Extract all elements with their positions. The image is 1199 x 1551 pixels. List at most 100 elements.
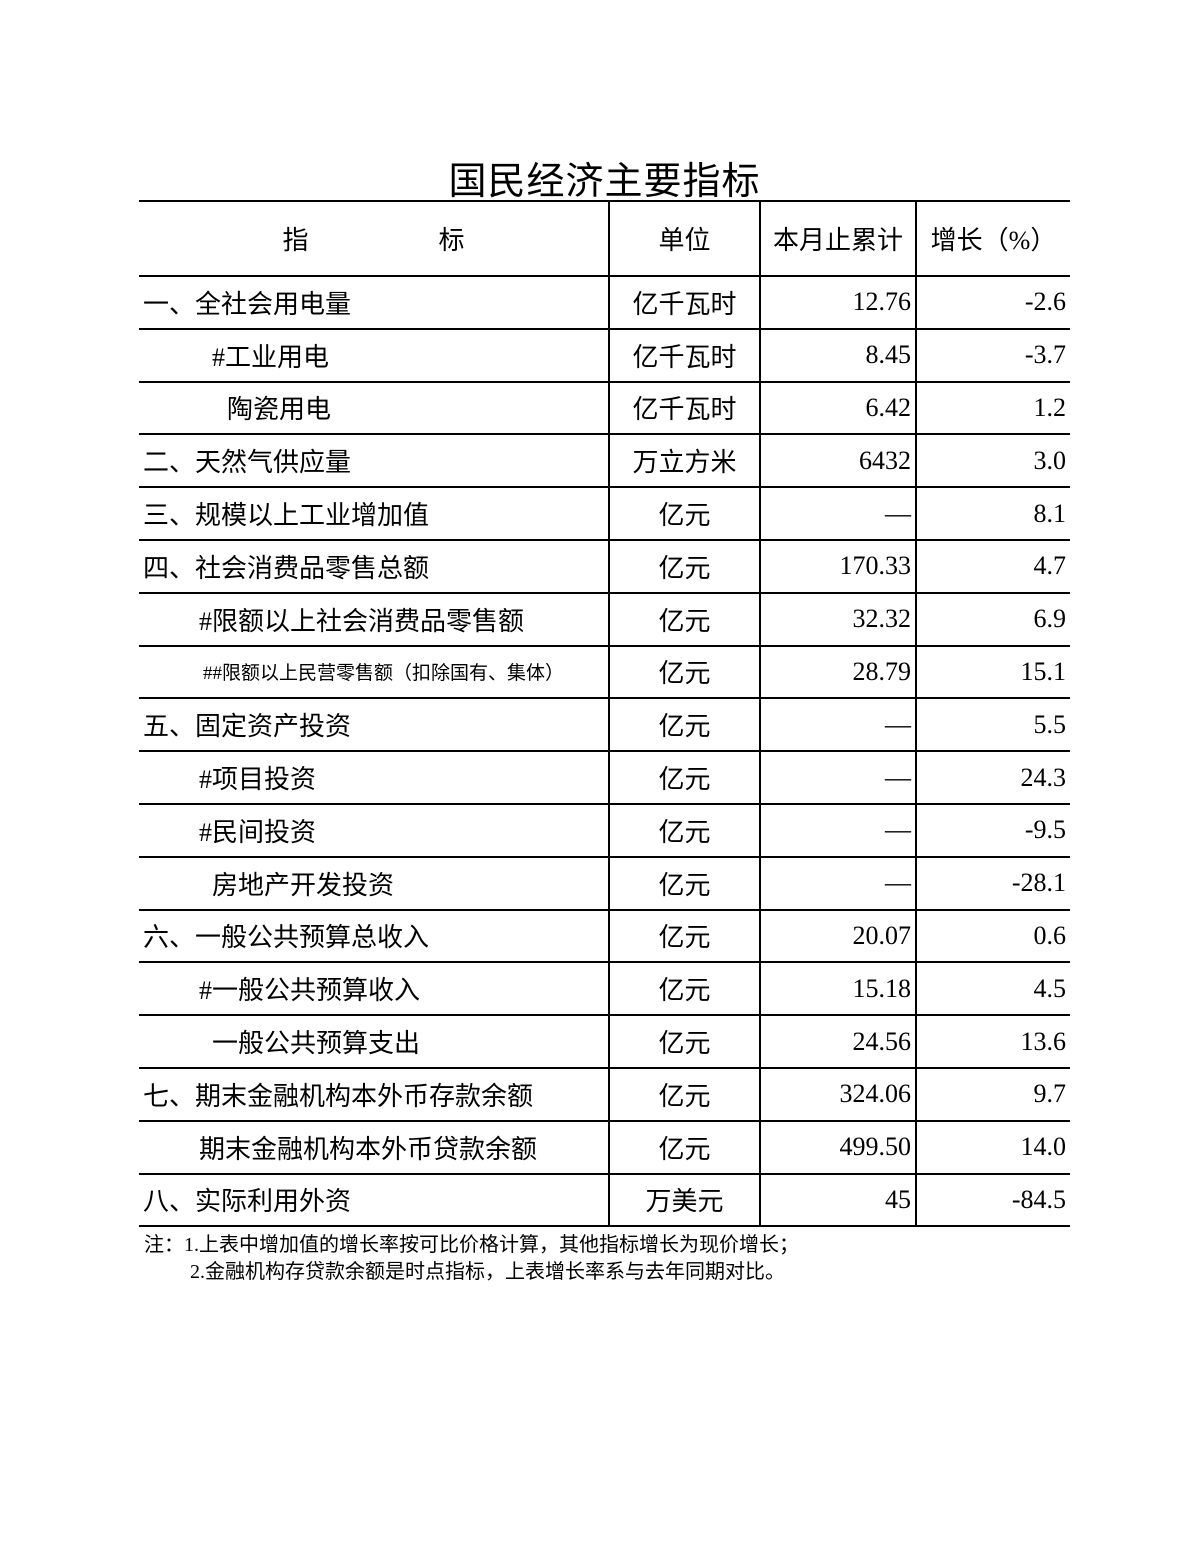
- growth-cell: 13.6: [915, 1014, 1070, 1069]
- value-cell: —: [759, 802, 916, 858]
- growth-cell: 5.5: [915, 697, 1070, 753]
- indicator-cell: 三、规模以上工业增加值: [139, 486, 609, 541]
- table-row: 房地产开发投资 亿元 — -28.1: [139, 855, 1070, 911]
- indicator-cell: #一般公共预算收入: [139, 961, 609, 1017]
- value-cell: 170.33: [759, 538, 916, 594]
- unit-cell: 亿元: [608, 1119, 760, 1175]
- growth-cell: -9.5: [915, 802, 1070, 858]
- value-cell: 28.79: [759, 644, 916, 700]
- indicator-cell: 六、一般公共预算总收入: [139, 908, 609, 964]
- header-indicator: 指 标: [139, 200, 609, 277]
- indicator-cell: 二、天然气供应量: [139, 433, 609, 489]
- value-cell: 15.18: [759, 961, 916, 1017]
- growth-cell: 15.1: [915, 644, 1070, 700]
- table-row: #项目投资 亿元 —24.3: [139, 750, 1070, 805]
- header-growth: 增长（%）: [915, 200, 1070, 277]
- value-cell: 12.76: [759, 275, 916, 330]
- table-row: ##限额以上民营零售额（扣除国有、集体） 亿元 28.79 15.1: [139, 644, 1070, 700]
- value-cell: —: [759, 697, 916, 753]
- unit-cell: 亿元: [608, 855, 760, 911]
- indicator-cell: 八、实际利用外资: [139, 1172, 609, 1228]
- value-cell: —: [759, 855, 916, 911]
- indicator-cell: 五、固定资产投资: [139, 697, 609, 753]
- growth-cell: -28.1: [915, 855, 1070, 911]
- table-row: 二、天然气供应量 万立方米 6432 3.0: [139, 433, 1070, 489]
- growth-cell: 0.6: [915, 908, 1070, 964]
- indicator-cell: 一、全社会用电量: [139, 275, 609, 330]
- unit-cell: 亿元: [608, 750, 760, 805]
- indicator-cell: 房地产开发投资: [139, 855, 609, 911]
- unit-cell: 万立方米: [608, 433, 760, 489]
- page-title: 国民经济主要指标: [448, 159, 761, 203]
- value-cell: 20.07: [759, 908, 916, 964]
- unit-cell: 亿元: [608, 802, 760, 858]
- indicator-cell: #项目投资: [139, 750, 609, 805]
- value-cell: 6432: [759, 433, 916, 489]
- indicator-cell: 七、期末金融机构本外币存款余额: [139, 1066, 609, 1122]
- unit-cell: 亿元: [608, 538, 760, 594]
- notes: 注：1.上表中增加值的增长率按可比价格计算，其他指标增长为现价增长； 2.金融机…: [144, 1232, 799, 1286]
- table-row: #一般公共预算收入 亿元 15.18 4.5: [139, 961, 1070, 1017]
- unit-cell: 亿千瓦时: [608, 380, 760, 436]
- growth-cell: -2.6: [915, 275, 1070, 330]
- indicator-cell: 四、社会消费品零售总额: [139, 538, 609, 594]
- table-row: 五、固定资产投资 亿元 —5.5: [139, 697, 1070, 753]
- growth-cell: 3.0: [915, 433, 1070, 489]
- growth-cell: 4.7: [915, 538, 1070, 594]
- table-header-row: 指 标 单位 本月止累计 增长（%）: [139, 200, 1070, 277]
- indicator-cell: #限额以上社会消费品零售额: [139, 591, 609, 647]
- unit-cell: 亿元: [608, 644, 760, 700]
- indicator-cell: ##限额以上民营零售额（扣除国有、集体）: [139, 644, 609, 700]
- value-cell: 499.50: [759, 1119, 916, 1175]
- growth-cell: 6.9: [915, 591, 1070, 647]
- table-row: 期末金融机构本外币贷款余额 亿元 499.50 14.0: [139, 1119, 1070, 1175]
- unit-cell: 亿元: [608, 486, 760, 541]
- unit-cell: 亿元: [608, 908, 760, 964]
- table-row: 四、社会消费品零售总额 亿元 170.33 4.7: [139, 538, 1070, 594]
- indicator-cell: 一般公共预算支出: [139, 1014, 609, 1069]
- note-2: 2.金融机构存贷款余额是时点指标，上表增长率系与去年同期对比。: [190, 1261, 785, 1283]
- growth-cell: 8.1: [915, 486, 1070, 541]
- growth-cell: 1.2: [915, 380, 1070, 436]
- value-cell: 24.56: [759, 1014, 916, 1069]
- unit-cell: 亿元: [608, 961, 760, 1017]
- table-row: #民间投资 亿元 — -9.5: [139, 802, 1070, 858]
- growth-cell: 9.7: [915, 1066, 1070, 1122]
- growth-cell: -84.5: [915, 1172, 1070, 1228]
- value-cell: 45: [759, 1172, 916, 1228]
- value-cell: 324.06: [759, 1066, 916, 1122]
- value-cell: 6.42: [759, 380, 916, 436]
- unit-cell: 亿千瓦时: [608, 327, 760, 383]
- table-row: #工业用电 亿千瓦时 8.45 -3.7: [139, 327, 1070, 383]
- unit-cell: 万美元: [608, 1172, 760, 1228]
- header-unit: 单位: [608, 200, 760, 277]
- table-row: 一、全社会用电量 亿千瓦时 12.76 -2.6: [139, 275, 1070, 330]
- value-cell: —: [759, 750, 916, 805]
- growth-cell: -3.7: [915, 327, 1070, 383]
- indicators-table: 指 标 单位 本月止累计 增长（%） 一、全社会用电量 亿千瓦时 12.76 -2.6…: [139, 200, 1070, 1228]
- table-row: 六、一般公共预算总收入 亿元 20.07 0.6: [139, 908, 1070, 964]
- table-row: #限额以上社会消费品零售额 亿元 32.32 6.9: [139, 591, 1070, 647]
- note-1: 注：1.上表中增加值的增长率按可比价格计算，其他指标增长为现价增长；: [144, 1234, 799, 1256]
- table-row: 一般公共预算支出 亿元 24.56 13.6: [139, 1014, 1070, 1069]
- value-cell: —: [759, 486, 916, 541]
- growth-cell: 14.0: [915, 1119, 1070, 1175]
- unit-cell: 亿元: [608, 697, 760, 753]
- growth-cell: 24.3: [915, 750, 1070, 805]
- unit-cell: 亿元: [608, 1014, 760, 1069]
- header-value: 本月止累计: [759, 200, 916, 277]
- table-row: 陶瓷用电 亿千瓦时 6.42 1.2: [139, 380, 1070, 436]
- indicator-cell: 陶瓷用电: [139, 380, 609, 436]
- value-cell: 8.45: [759, 327, 916, 383]
- indicator-cell: 期末金融机构本外币贷款余额: [139, 1119, 609, 1175]
- table-row: 八、实际利用外资 万美元 45 -84.5: [139, 1172, 1070, 1228]
- unit-cell: 亿千瓦时: [608, 275, 760, 330]
- table-row: 七、期末金融机构本外币存款余额 亿元 324.06 9.7: [139, 1066, 1070, 1122]
- indicator-cell: #民间投资: [139, 802, 609, 858]
- unit-cell: 亿元: [608, 1066, 760, 1122]
- value-cell: 32.32: [759, 591, 916, 647]
- unit-cell: 亿元: [608, 591, 760, 647]
- growth-cell: 4.5: [915, 961, 1070, 1017]
- indicator-cell: #工业用电: [139, 327, 609, 383]
- table-row: 三、规模以上工业增加值 亿元 —8.1: [139, 486, 1070, 541]
